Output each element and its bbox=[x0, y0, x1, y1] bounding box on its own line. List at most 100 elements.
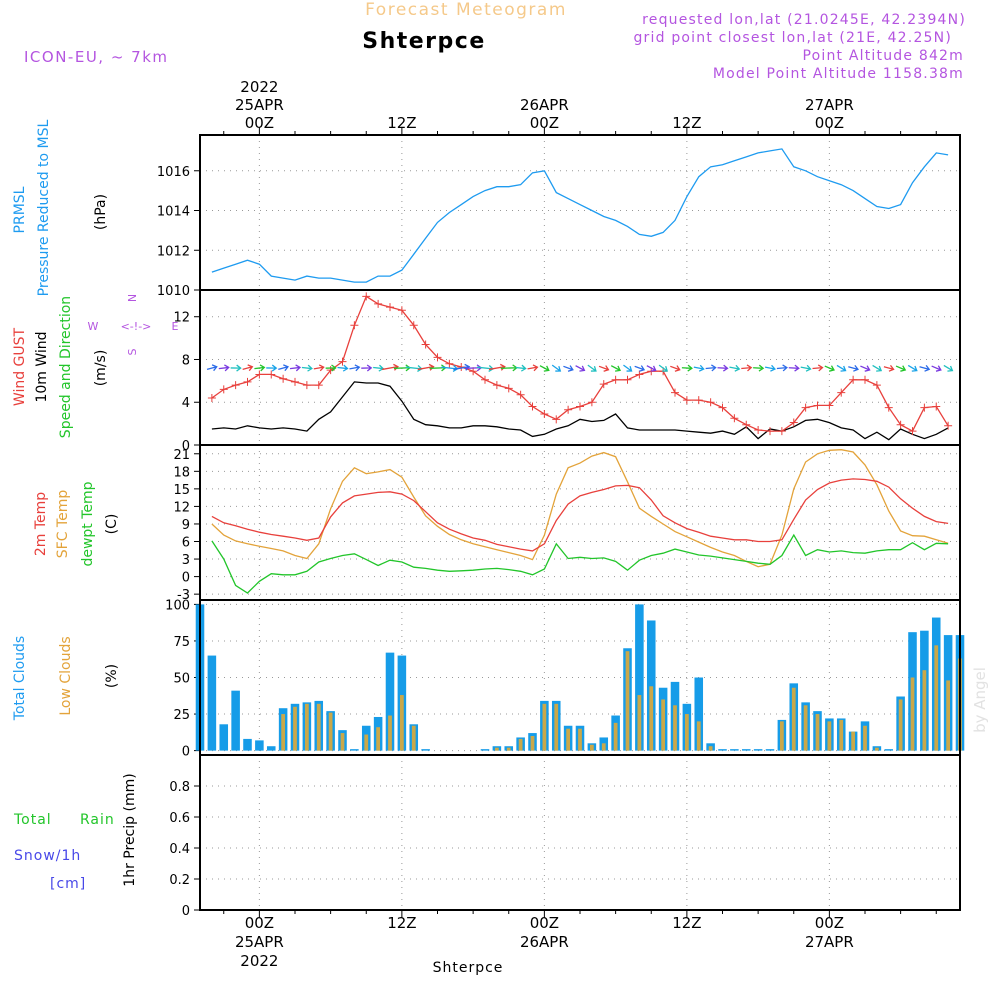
total-cloud-bar bbox=[646, 620, 656, 751]
low-cloud-bar bbox=[281, 714, 286, 751]
low-cloud-bar bbox=[934, 645, 939, 751]
snow-cm-label: [cm] bbox=[50, 876, 86, 892]
wind-arrow-shape bbox=[527, 364, 539, 372]
wind-arrow bbox=[764, 364, 776, 372]
temp-unit: (C) bbox=[104, 514, 120, 535]
wind-arrow bbox=[337, 364, 349, 372]
compass-south: S bbox=[126, 348, 139, 355]
top-date-label: 25APR bbox=[235, 96, 284, 114]
total-cloud-bar bbox=[266, 746, 276, 751]
panel-4: 0 0.2 0.4 0.6 0.8 bbox=[169, 755, 960, 919]
low-cloud-bar bbox=[613, 722, 618, 751]
panel-frame bbox=[199, 134, 961, 291]
total-cloud-bar bbox=[207, 655, 217, 751]
wind-arrow bbox=[824, 365, 835, 372]
gust-marker bbox=[314, 381, 323, 390]
wind-arrow-shape bbox=[453, 363, 471, 371]
wind-arrow bbox=[634, 365, 646, 372]
bottom-hour-label: 12Z bbox=[387, 914, 416, 932]
low-cloud-bar bbox=[506, 747, 511, 751]
bottom-date-label: 25APR bbox=[235, 933, 284, 951]
total-cloud-bar bbox=[350, 749, 359, 751]
wind-arrow-shape bbox=[488, 363, 506, 371]
low-cloud-bar bbox=[316, 703, 321, 751]
y-tick-label: 21 bbox=[173, 448, 190, 463]
wind-arrow bbox=[417, 363, 435, 371]
wind-arrow bbox=[278, 364, 290, 372]
temp-dew-label: dewpt Temp bbox=[80, 481, 96, 566]
wind-arrow-shape bbox=[405, 364, 423, 372]
wind-arrow bbox=[681, 364, 693, 372]
gust-marker bbox=[777, 427, 786, 436]
wind-arrow-shape bbox=[289, 364, 302, 372]
compass-north: N bbox=[126, 294, 139, 302]
low-clouds-label: Low Clouds bbox=[58, 636, 74, 715]
top-hour-label: 12Z bbox=[387, 114, 416, 132]
wind-arrow bbox=[693, 364, 705, 372]
wind-arrow-shape bbox=[824, 365, 835, 372]
low-cloud-bar bbox=[863, 725, 867, 751]
top-hour-label: 00Z bbox=[815, 114, 844, 132]
wind-arrow-shape bbox=[848, 364, 860, 372]
y-tick-label: 6 bbox=[182, 536, 190, 551]
low-cloud-bar bbox=[399, 695, 404, 751]
wind-arrow-shape bbox=[860, 365, 871, 372]
gust-marker bbox=[409, 321, 418, 330]
gust-marker bbox=[492, 381, 501, 390]
gust-marker bbox=[243, 377, 252, 386]
wind-arrow-shape bbox=[658, 364, 669, 372]
wind-arrow-shape bbox=[373, 364, 385, 372]
wind-arrow-shape bbox=[670, 365, 681, 372]
low-cloud-bar bbox=[827, 721, 832, 751]
wind-speed-line bbox=[211, 381, 949, 441]
low-cloud-bar bbox=[542, 703, 547, 751]
wind-arrow-shape bbox=[551, 364, 562, 372]
gust-marker bbox=[433, 353, 442, 362]
wind-arrow bbox=[325, 364, 337, 372]
footer-location: Shterpce bbox=[433, 960, 504, 976]
total-cloud-bar bbox=[765, 749, 775, 751]
wind-arrow bbox=[361, 364, 373, 372]
gust-marker bbox=[516, 390, 525, 399]
low-cloud-bar bbox=[696, 721, 701, 751]
wind-arrow-shape bbox=[325, 364, 337, 372]
wind-arrow bbox=[488, 363, 506, 371]
wind-arrow bbox=[919, 364, 931, 372]
wind-arrow-shape bbox=[598, 365, 610, 372]
wind-arrow bbox=[753, 364, 765, 372]
gust-marker bbox=[564, 405, 573, 414]
wind-gust-label: Wind GUST bbox=[12, 327, 28, 406]
wind-arrow bbox=[206, 364, 218, 372]
y-tick-label: 0 bbox=[182, 745, 190, 760]
wind-arrow bbox=[266, 364, 278, 372]
wind-arrow-shape bbox=[776, 364, 788, 372]
watermark: by Angel bbox=[971, 667, 989, 733]
wind-arrow-shape bbox=[681, 364, 693, 372]
total-clouds-label: Total Clouds bbox=[12, 636, 28, 721]
wind-arrow bbox=[551, 364, 562, 372]
total-cloud-bar bbox=[694, 677, 704, 751]
wind-arrow-shape bbox=[646, 365, 657, 372]
wind-arrow-shape bbox=[587, 364, 597, 372]
wind-arrow bbox=[230, 364, 242, 372]
low-cloud-bar bbox=[910, 677, 915, 751]
y-tick-label: 3 bbox=[182, 553, 190, 568]
low-cloud-bar bbox=[708, 746, 713, 751]
gust-marker bbox=[932, 402, 941, 411]
gust-marker bbox=[231, 381, 240, 390]
wind-arrow bbox=[453, 363, 471, 371]
wind-arrow-shape bbox=[729, 364, 741, 372]
total-cloud-bar bbox=[884, 749, 894, 751]
gust-marker bbox=[302, 381, 311, 390]
plot-layer: 101010121014101604812-303691215182102550… bbox=[157, 78, 965, 970]
total-cloud-bar bbox=[243, 738, 252, 751]
wind-arrow-shape bbox=[278, 364, 290, 372]
bottom-date-label: 27APR bbox=[805, 933, 854, 951]
wind-10m-label: 10m Wind bbox=[34, 331, 50, 402]
wind-arrow-shape bbox=[382, 363, 399, 371]
y-tick-label: 1012 bbox=[157, 244, 190, 259]
total-cloud-bar bbox=[635, 604, 644, 751]
y-tick-label: 8 bbox=[182, 353, 190, 368]
total-cloud-bar bbox=[385, 652, 395, 751]
wind-arrow-shape bbox=[539, 365, 550, 372]
